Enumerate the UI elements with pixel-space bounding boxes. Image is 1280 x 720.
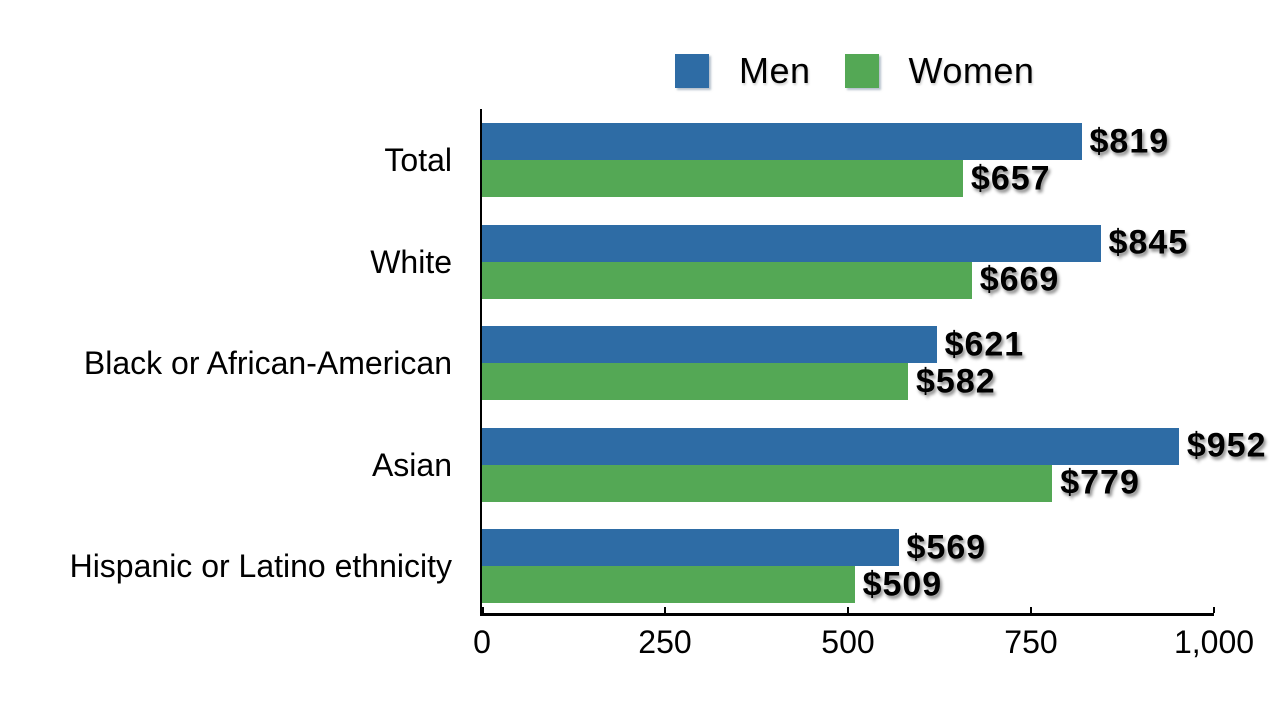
bar-value-label: $669	[979, 260, 1060, 299]
bar-women	[482, 566, 855, 603]
bar-men	[482, 224, 1101, 262]
bar-men	[482, 427, 1179, 465]
category-label: Black or African-American	[83, 345, 452, 381]
men-color-swatch	[675, 54, 709, 88]
bar-value-label: $621	[944, 325, 1025, 363]
legend-label-women: Women	[908, 50, 1035, 91]
bar-value-label: $582	[916, 362, 996, 400]
bar-value-label: $952	[1186, 426, 1267, 465]
category-label: Hispanic or Latino ethnicity	[69, 548, 452, 584]
x-axis-tick	[1030, 607, 1032, 613]
category-label: Total	[384, 142, 452, 178]
category-label: Asian	[371, 446, 452, 483]
bar-women	[482, 363, 909, 400]
x-axis-tick-label: 750	[1004, 624, 1058, 660]
legend: Men Women	[675, 52, 1034, 90]
women-color-swatch	[844, 54, 879, 88]
legend-item-men: Men	[675, 52, 811, 90]
bar-value-label: $779	[1060, 463, 1140, 502]
bar-men	[482, 123, 1082, 160]
x-axis-tick-label: 500	[821, 624, 875, 660]
bar-women	[482, 464, 1053, 502]
bar-women	[482, 160, 963, 197]
x-axis-tick	[482, 607, 484, 613]
x-axis-tick-label: 250	[638, 624, 692, 660]
bar-men	[482, 326, 937, 363]
bar-value-label: $845	[1108, 223, 1189, 262]
category-label: White	[370, 243, 452, 280]
x-axis-tick-label: 0	[473, 624, 491, 660]
bar-women	[482, 261, 972, 299]
bar-men	[482, 529, 899, 566]
x-axis-tick	[847, 607, 849, 613]
x-axis-tick-label: 1,000	[1173, 624, 1255, 660]
legend-label-men: Men	[739, 50, 811, 91]
bar-value-label: $819	[1089, 122, 1170, 160]
x-axis-tick	[1213, 607, 1215, 613]
plot-area: $819 $657 $845 $669 $621 $582 $952 $779 $569 $509	[480, 109, 1266, 616]
x-axis-tick	[664, 607, 666, 613]
bar-value-label: $509	[862, 565, 943, 603]
legend-item-women: Women	[844, 50, 1035, 91]
bar-value-label: $569	[906, 528, 987, 566]
bar-value-label: $657	[970, 159, 1051, 197]
